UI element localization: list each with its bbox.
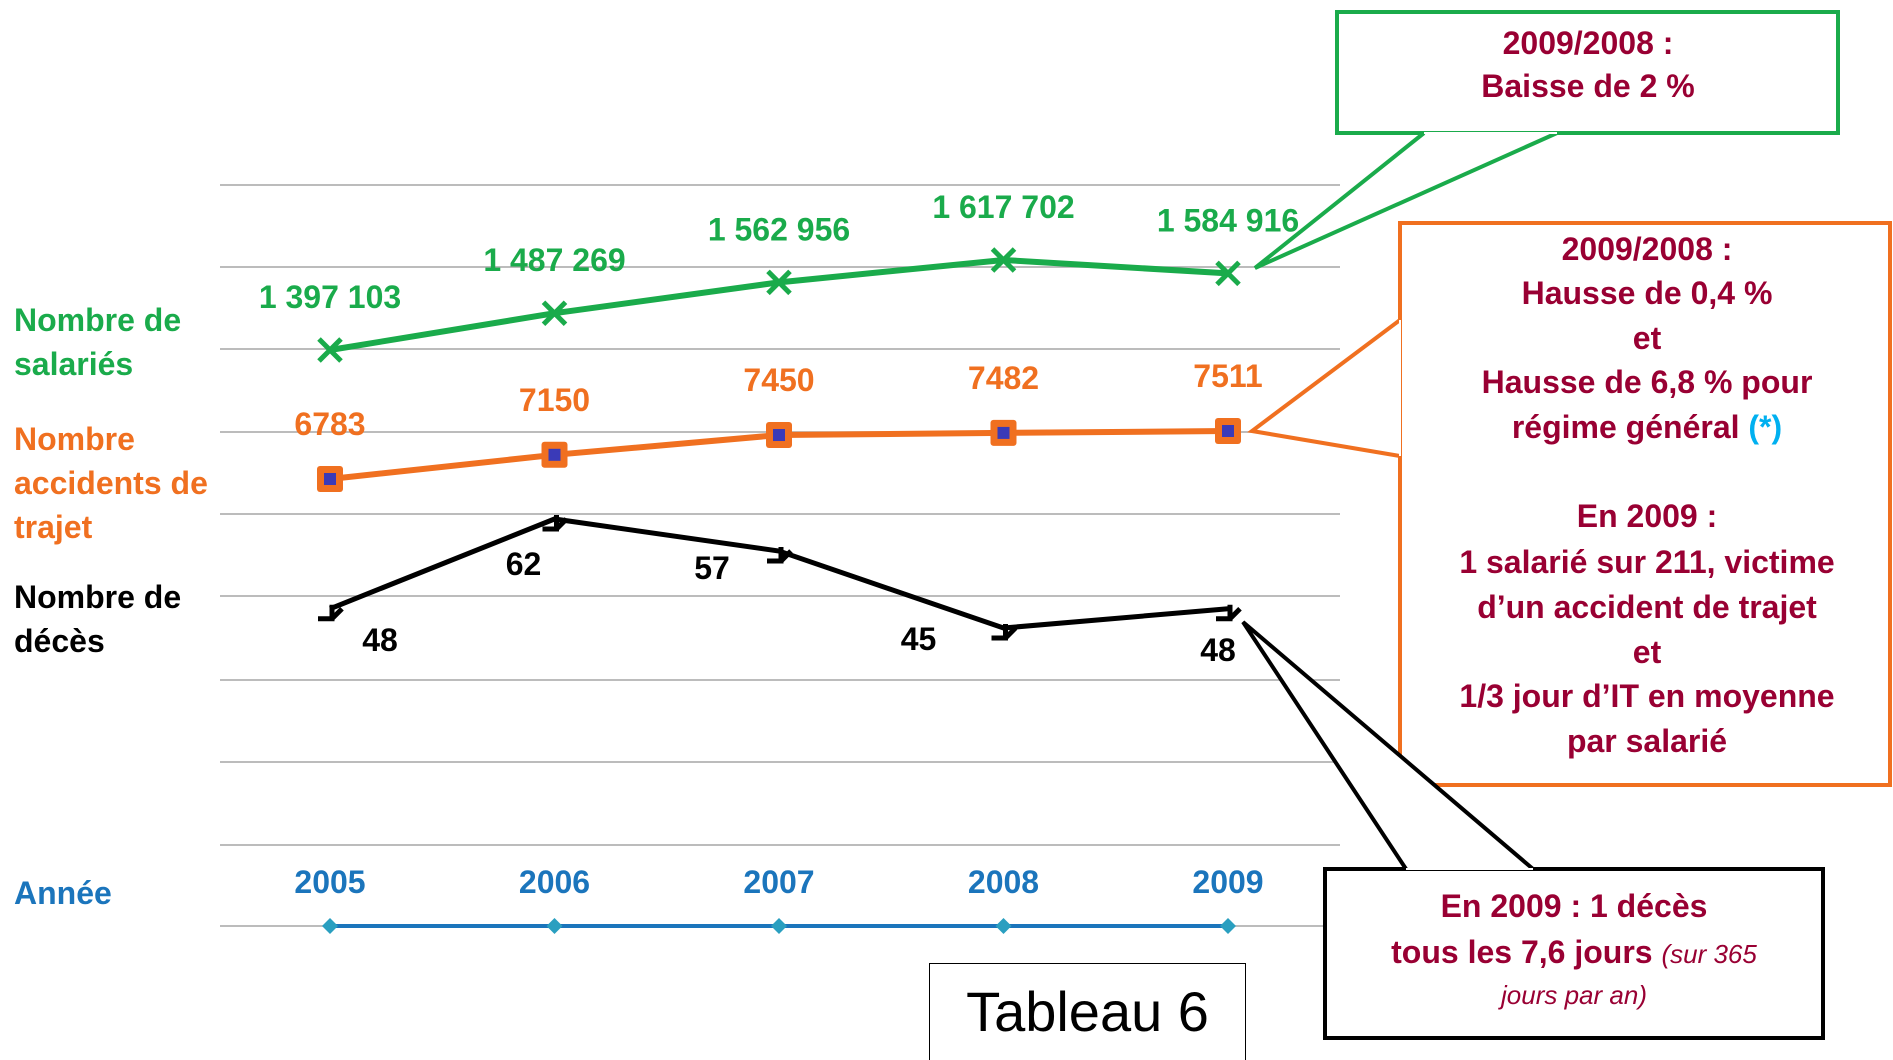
x-tick-label: 2009	[1192, 864, 1263, 900]
annotation-run: d’un accident de trajet	[1477, 589, 1817, 625]
caption: Tableau 6	[929, 963, 1246, 1060]
data-label: 48	[362, 622, 398, 658]
annotation-text: et	[1633, 634, 1662, 670]
annotation-text: jours par an)	[1498, 980, 1647, 1010]
series-label: Nombre de décès	[14, 579, 182, 659]
annotation-run: et	[1633, 320, 1662, 356]
series-line	[329, 516, 1229, 631]
annotation-run: En 2009 :	[1577, 498, 1718, 534]
annotation-text: 2009/2008 :	[1562, 231, 1733, 267]
annotation-run: Baisse de 2 %	[1481, 68, 1694, 104]
annotation-text: 1 salarié sur 211, victime	[1459, 544, 1834, 580]
annotation-text: En 2009 : 1 décès	[1441, 888, 1708, 924]
annotation-text: Hausse de 0,4 %	[1522, 275, 1773, 311]
axis-tick	[995, 918, 1012, 934]
data-label: 6783	[294, 406, 365, 442]
axis-tick	[322, 918, 338, 934]
annotation-text: Baisse de 2 %	[1481, 68, 1694, 104]
data-label: 1 584 916	[1157, 202, 1299, 238]
axis-tick	[1220, 918, 1236, 934]
marker	[766, 269, 792, 296]
marker	[1216, 604, 1242, 622]
marker-center	[548, 448, 561, 461]
annotation-text: et	[1633, 320, 1662, 356]
series-label: Nombre accidents de trajet	[14, 421, 208, 545]
series-label: Nombre de salariés	[14, 302, 182, 382]
x-tick-label: 2006	[519, 864, 590, 900]
marker	[317, 337, 343, 363]
annotation-text: régime général (*)	[1512, 409, 1782, 445]
data-label: 48	[1200, 632, 1236, 668]
data-label: 57	[694, 550, 730, 586]
annotation-run: tous les 7,6 jours	[1391, 934, 1661, 970]
marker	[767, 547, 793, 564]
data-label: 62	[506, 546, 542, 582]
annotation-box	[1398, 221, 1892, 787]
data-label: 45	[901, 621, 937, 657]
annotation-pointer	[1241, 620, 1535, 871]
data-label: 1 562 956	[708, 211, 850, 247]
annotation-text: Hausse de 6,8 % pour	[1482, 364, 1813, 400]
series-line	[329, 256, 1229, 353]
marker	[542, 515, 569, 532]
annotation-pointer	[1247, 318, 1402, 458]
annotation-text: tous les 7,6 jours (sur 365	[1391, 934, 1757, 970]
annotation-box	[1323, 867, 1825, 1040]
annotation-run: régime général	[1512, 409, 1749, 445]
annotation-run: 1/3 jour d’IT en moyenne	[1459, 678, 1834, 714]
data-label: 1 617 702	[932, 189, 1074, 225]
annotation-text: par salarié	[1567, 723, 1727, 759]
data-label: 1 397 103	[259, 279, 401, 315]
annotation-run: (*)	[1748, 409, 1782, 445]
x-tick-label: 2007	[743, 864, 814, 900]
data-label: 7482	[968, 360, 1039, 396]
annotation-run: jours par an)	[1498, 980, 1647, 1010]
x-tick-label: 2005	[294, 864, 365, 900]
marker	[318, 604, 344, 622]
annotation-text: En 2009 :	[1577, 498, 1718, 534]
marker-center	[997, 426, 1010, 439]
annotation-run: Hausse de 6,8 % pour	[1482, 364, 1813, 400]
annotation-text: 1/3 jour d’IT en moyenne	[1459, 678, 1834, 714]
x-tick-label: 2008	[968, 864, 1039, 900]
annotation-run: En 2009 : 1 décès	[1441, 888, 1708, 924]
marker	[541, 300, 568, 326]
annotation-pointer	[1253, 131, 1558, 270]
marker	[1215, 260, 1241, 287]
marker-center	[324, 473, 336, 485]
annotation-run: 2009/2008 :	[1503, 25, 1674, 61]
marker-center	[1222, 425, 1234, 437]
axis-tick	[546, 918, 563, 934]
x-axis-label: Année	[14, 875, 112, 911]
annotation-run: 1 salarié sur 211, victime	[1459, 544, 1834, 580]
annotation-box	[1335, 10, 1840, 135]
data-label: 7450	[743, 362, 814, 398]
annotation-text: 2009/2008 :	[1503, 25, 1674, 61]
marker	[991, 624, 1018, 641]
annotation-run: et	[1633, 634, 1662, 670]
annotation-text: d’un accident de trajet	[1477, 589, 1817, 625]
data-label: 7150	[519, 382, 590, 418]
data-label: 7511	[1193, 358, 1262, 394]
axis-tick	[771, 918, 787, 934]
annotation-run: par salarié	[1567, 723, 1727, 759]
annotation-run: Hausse de 0,4 %	[1522, 275, 1773, 311]
marker	[990, 247, 1017, 273]
data-label: 1 487 269	[483, 242, 625, 278]
annotation-run: (sur 365	[1661, 939, 1757, 969]
marker-center	[773, 429, 785, 442]
annotation-run: 2009/2008 :	[1562, 231, 1733, 267]
